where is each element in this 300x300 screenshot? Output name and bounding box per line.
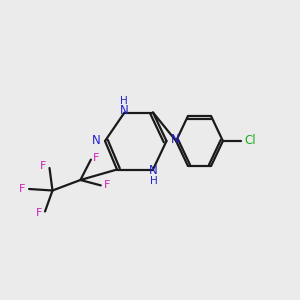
Text: F: F xyxy=(103,180,110,190)
Text: Cl: Cl xyxy=(245,134,256,148)
Text: F: F xyxy=(40,161,47,171)
Text: F: F xyxy=(36,208,42,218)
Text: F: F xyxy=(19,184,26,194)
Text: H: H xyxy=(120,96,128,106)
Text: N: N xyxy=(170,133,179,146)
Text: N: N xyxy=(92,134,100,148)
Text: N: N xyxy=(119,104,128,118)
Text: N: N xyxy=(149,164,158,178)
Text: H: H xyxy=(150,176,158,186)
Text: F: F xyxy=(93,153,100,164)
